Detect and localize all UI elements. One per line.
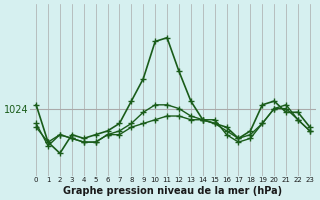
X-axis label: Graphe pression niveau de la mer (hPa): Graphe pression niveau de la mer (hPa) bbox=[63, 186, 283, 196]
